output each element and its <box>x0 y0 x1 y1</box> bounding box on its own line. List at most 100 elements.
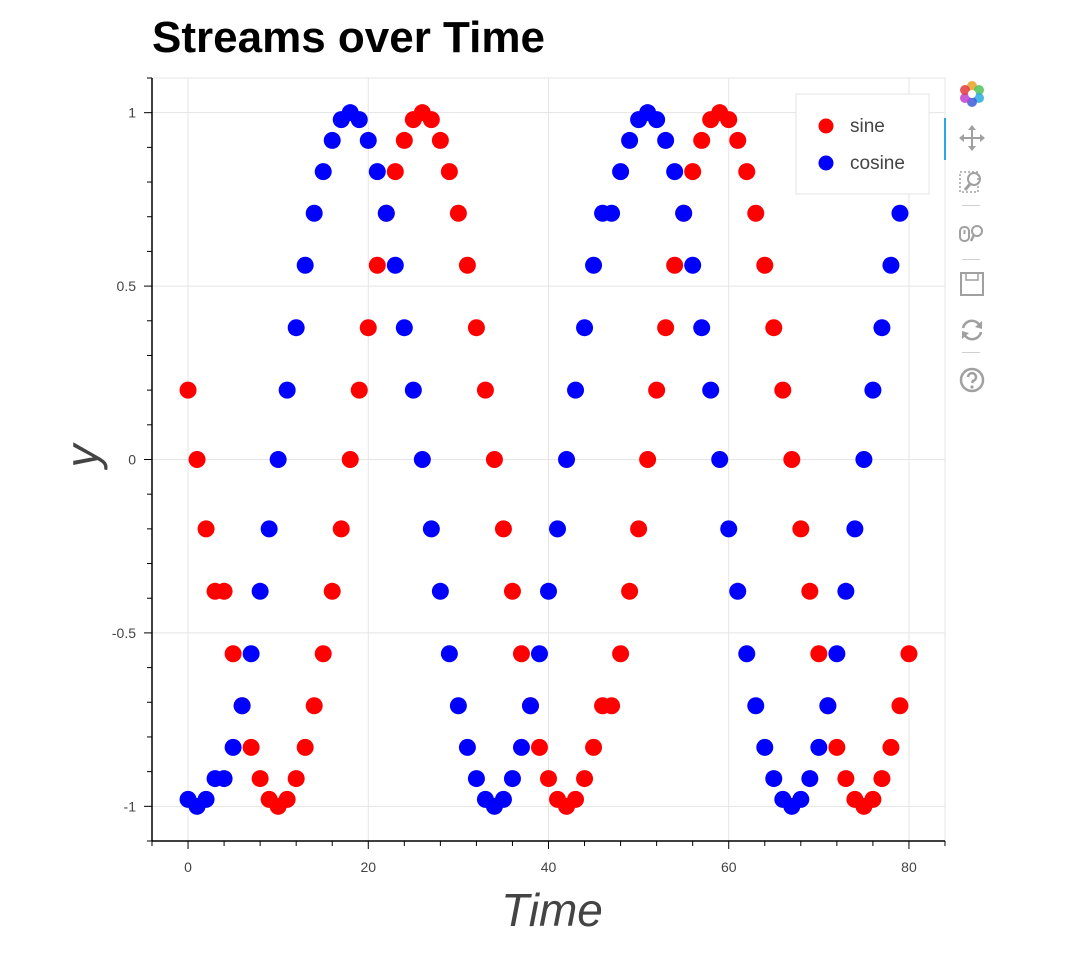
sine-point <box>296 738 314 756</box>
cosine-point <box>666 163 684 181</box>
cosine-point <box>882 256 900 274</box>
cosine-point <box>404 381 422 399</box>
toolbar-divider <box>962 352 980 353</box>
sine-point <box>612 645 630 663</box>
legend-box <box>795 93 930 195</box>
cosine-point <box>521 697 539 715</box>
cosine-point <box>684 256 702 274</box>
sine-point <box>314 645 332 663</box>
sine-point <box>323 582 341 600</box>
sine-point <box>494 520 512 538</box>
sine-point <box>449 204 467 222</box>
sine-point <box>756 256 774 274</box>
cosine-point <box>251 582 269 600</box>
cosine-point <box>603 204 621 222</box>
cosine-point <box>792 790 810 808</box>
sine-point <box>783 451 801 468</box>
sine-point <box>341 451 359 468</box>
sine-point <box>765 319 783 337</box>
cosine-point <box>197 790 215 808</box>
sine-point <box>810 645 828 663</box>
cosine-point <box>846 520 864 538</box>
sine-point <box>828 738 846 756</box>
cosine-point <box>530 645 548 663</box>
sine-point <box>215 582 233 600</box>
sine-point <box>386 163 404 181</box>
toolbar-divider <box>962 205 980 206</box>
sine-point <box>368 256 386 274</box>
cosine-point <box>729 582 747 600</box>
sine-point <box>657 319 675 337</box>
cosine-point <box>449 697 467 715</box>
x-tick-label: 60 <box>721 859 737 875</box>
legend: sine cosine <box>795 93 930 195</box>
chart-title: Streams over Time <box>152 13 545 62</box>
y-axis-label: y <box>56 442 108 471</box>
cosine-point <box>422 520 440 538</box>
sine-point <box>422 111 440 129</box>
cosine-point <box>693 319 711 337</box>
cosine-point <box>711 451 729 468</box>
cosine-point <box>377 204 395 222</box>
sine-point <box>630 520 648 538</box>
sine-point <box>431 131 449 149</box>
sine-point <box>900 645 918 663</box>
cosine-point <box>612 163 630 181</box>
sine-point <box>485 451 503 468</box>
legend-label-sine: sine <box>850 116 885 137</box>
cosine-point <box>828 645 846 663</box>
cosine-point <box>467 770 485 788</box>
cosine-point <box>567 381 585 399</box>
cosine-point <box>756 738 774 756</box>
cosine-point <box>494 790 512 808</box>
save-icon[interactable] <box>958 270 986 298</box>
x-axis-label: Time <box>501 884 603 936</box>
sine-point <box>738 163 756 181</box>
reset-icon[interactable] <box>958 316 986 344</box>
sine-point <box>251 770 269 788</box>
sine-point <box>188 451 206 468</box>
cosine-point <box>747 697 765 715</box>
sine-point <box>467 319 485 337</box>
sine-point <box>359 319 377 337</box>
sine-point <box>720 111 738 129</box>
cosine-point <box>323 131 341 149</box>
sine-point <box>774 381 792 399</box>
data-points <box>179 104 918 815</box>
y-tick-label: 0 <box>128 452 136 468</box>
sine-point <box>747 204 765 222</box>
help-icon[interactable] <box>958 366 986 394</box>
cosine-point <box>224 738 242 756</box>
cosine-point <box>585 256 603 274</box>
y-tick-label: 0.5 <box>117 278 137 294</box>
sine-point <box>224 645 242 663</box>
cosine-point <box>350 111 368 129</box>
cosine-point <box>440 645 458 663</box>
cosine-point <box>458 738 476 756</box>
cosine-point <box>720 520 738 538</box>
cosine-point <box>215 770 233 788</box>
pan-icon[interactable] <box>958 124 986 152</box>
sine-point <box>278 790 296 808</box>
cosine-point <box>503 770 521 788</box>
cosine-point <box>242 645 260 663</box>
box-zoom-icon[interactable] <box>958 168 986 196</box>
cosine-point <box>540 582 557 600</box>
sine-point <box>684 163 702 181</box>
cosine-point <box>738 645 756 663</box>
sine-point <box>729 131 747 149</box>
cosine-point <box>395 319 413 337</box>
sine-point <box>476 381 494 399</box>
wheel-zoom-icon[interactable] <box>958 219 986 247</box>
x-tick-label: 40 <box>541 859 557 875</box>
cosine-point <box>386 256 404 274</box>
y-tick-label: -0.5 <box>112 625 136 641</box>
cosine-point <box>431 582 449 600</box>
sine-point <box>567 790 585 808</box>
sine-point <box>576 770 594 788</box>
cosine-point <box>621 131 639 149</box>
sine-point <box>666 256 684 274</box>
bokeh-logo-icon[interactable] <box>958 80 986 108</box>
cosine-point <box>314 163 332 181</box>
